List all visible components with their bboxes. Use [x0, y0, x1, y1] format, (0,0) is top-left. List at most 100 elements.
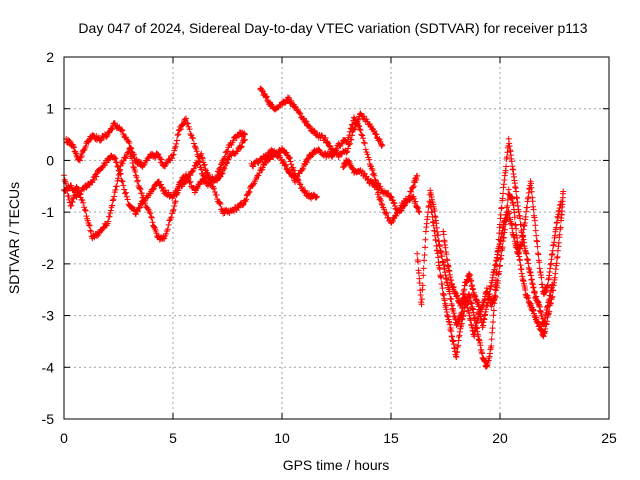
data-point: [335, 154, 342, 161]
data-point: [517, 221, 524, 228]
data-point: [177, 126, 184, 133]
data-point: [255, 172, 262, 179]
data-point: [292, 103, 299, 110]
data-point: [263, 93, 270, 100]
data-point: [65, 193, 72, 200]
data-point: [95, 134, 102, 141]
data-point: [111, 155, 118, 162]
data-point: [369, 179, 376, 186]
data-point: [364, 151, 371, 158]
data-point: [172, 143, 179, 150]
data-point: [381, 206, 388, 213]
data-point: [145, 154, 152, 161]
data-point: [103, 159, 110, 166]
x-tick-label: 20: [492, 430, 508, 446]
data-point: [170, 151, 177, 158]
data-point: [438, 274, 445, 281]
data-point: [520, 232, 527, 239]
data-point: [370, 170, 377, 177]
data-point: [76, 157, 83, 164]
data-point: [68, 202, 75, 209]
data-point: [224, 148, 231, 155]
data-point: [71, 144, 78, 151]
data-point: [421, 251, 428, 258]
data-point: [100, 225, 107, 232]
x-tick-label: 25: [601, 430, 617, 446]
data-point: [378, 200, 385, 207]
data-point: [70, 186, 77, 193]
data-point: [313, 193, 320, 200]
data-point: [136, 185, 143, 192]
data-point: [66, 137, 73, 144]
data-point: [150, 186, 157, 193]
data-point: [549, 247, 556, 254]
data-point: [130, 152, 137, 159]
data-point: [183, 115, 190, 122]
data-point: [117, 171, 124, 178]
data-point: [219, 170, 226, 177]
data-point: [135, 182, 142, 189]
data-point: [225, 156, 232, 163]
data-point: [91, 234, 98, 241]
data-point: [407, 188, 414, 195]
data-point: [268, 101, 275, 108]
data-point: [415, 205, 422, 212]
data-point: [246, 189, 253, 196]
data-point: [373, 183, 380, 190]
data-point: [79, 197, 86, 204]
data-point: [352, 117, 359, 124]
data-point: [168, 214, 175, 221]
data-point: [249, 162, 256, 169]
data-point: [123, 193, 130, 200]
data-point: [113, 159, 120, 166]
data-point: [97, 137, 104, 144]
data-point: [498, 204, 505, 211]
data-point: [326, 143, 333, 150]
data-point: [362, 146, 369, 153]
data-point: [163, 159, 170, 166]
data-point: [497, 211, 504, 218]
axis-ticks: 0 5 10 15 20 25 -5 -4 -3 -2 -1 0 1 2: [42, 49, 617, 446]
data-point: [391, 202, 398, 209]
data-point: [119, 160, 126, 167]
data-point: [376, 136, 383, 143]
data-point: [533, 232, 540, 239]
data-point: [440, 231, 447, 238]
data-point: [117, 170, 124, 177]
data-point: [411, 195, 418, 202]
data-point: [241, 197, 248, 204]
data-point: [128, 145, 135, 152]
data-point: [513, 188, 520, 195]
data-point: [528, 188, 535, 195]
data-point: [296, 180, 303, 187]
data-point: [376, 137, 383, 144]
data-point: [187, 172, 194, 179]
data-point: [171, 147, 178, 154]
series-track-i: [440, 178, 565, 331]
data-point: [203, 170, 210, 177]
data-point: [446, 321, 453, 328]
data-point: [414, 204, 421, 211]
data-point: [491, 300, 498, 307]
data-point: [490, 307, 497, 314]
data-point: [195, 159, 202, 166]
data-point: [204, 171, 211, 178]
data-point: [393, 212, 400, 219]
data-point: [532, 227, 539, 234]
data-point: [420, 265, 427, 272]
data-point: [201, 161, 208, 168]
y-axis-label: SDTVAR / TECUs: [6, 182, 22, 294]
data-point: [126, 140, 133, 147]
data-point: [359, 132, 366, 139]
data-point: [511, 214, 518, 221]
data-point: [358, 131, 365, 138]
data-point: [383, 209, 390, 216]
data-point: [233, 134, 240, 141]
data-point: [110, 196, 117, 203]
data-point: [130, 163, 137, 170]
data-point: [138, 201, 145, 208]
data-point: [158, 156, 165, 163]
data-point: [444, 257, 451, 264]
data-point: [83, 213, 90, 220]
data-point: [535, 251, 542, 258]
